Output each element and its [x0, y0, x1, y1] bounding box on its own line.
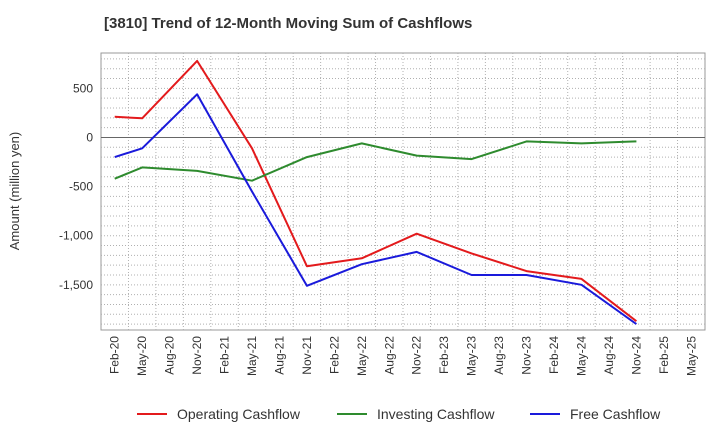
- x-tick-label: Feb-24: [547, 336, 561, 374]
- x-tick-label: Feb-20: [108, 336, 122, 374]
- x-tick-label: Nov-23: [520, 336, 534, 375]
- y-tick-label: -1,500: [59, 278, 93, 292]
- x-tick-label: Aug-20: [163, 336, 177, 375]
- series-line-investing-cashflow: [114, 140, 637, 182]
- series-line-free-cashflow: [114, 93, 637, 325]
- x-tick-label: Nov-21: [300, 336, 314, 375]
- x-tick-label: Aug-24: [602, 336, 616, 375]
- x-tick-label: Feb-22: [327, 336, 341, 374]
- series-line-operating-cashflow: [114, 59, 638, 322]
- legend-label-free-cashflow: Free Cashflow: [570, 406, 661, 422]
- y-tick-label: 500: [73, 81, 93, 95]
- x-tick-label: May-22: [355, 336, 369, 376]
- y-tick-label: 0: [86, 130, 93, 144]
- x-tick-label: Nov-20: [190, 336, 204, 375]
- y-tick-label: -500: [69, 180, 93, 194]
- legend-label-operating-cashflow: Operating Cashflow: [177, 406, 301, 422]
- legend: Operating Cashflow Investing Cashflow Free…: [137, 406, 661, 422]
- y-tick-label: -1,000: [59, 229, 93, 243]
- chart-title: [3810] Trend of 12-Month Moving Sum of C…: [104, 15, 473, 32]
- x-tick-label: Aug-21: [272, 336, 286, 375]
- x-tick-label: May-25: [684, 336, 698, 376]
- series-layer: [114, 59, 638, 325]
- x-tick-label: May-20: [135, 336, 149, 376]
- x-tick-label: Nov-22: [410, 336, 424, 375]
- x-tick-labels: Feb-20 May-20 Aug-20 Nov-20 Feb-21 May-21 Aug-…: [108, 336, 699, 376]
- y-axis-label: Amount (million yen): [7, 132, 22, 251]
- legend-label-investing-cashflow: Investing Cashflow: [377, 406, 495, 422]
- x-tick-label: Aug-22: [382, 336, 396, 375]
- x-tick-label: Aug-23: [492, 336, 506, 375]
- x-tick-label: Feb-25: [657, 336, 671, 374]
- y-tick-labels: 500 0 -500 -1,000 -1,500: [59, 81, 93, 291]
- x-tick-label: Feb-23: [437, 336, 451, 374]
- grid-layer: [101, 53, 705, 330]
- x-tick-label: Feb-21: [218, 336, 232, 374]
- x-tick-label: May-21: [245, 336, 259, 376]
- x-tick-label: May-23: [465, 336, 479, 376]
- x-tick-label: May-24: [574, 336, 588, 376]
- x-tick-label: Nov-24: [629, 336, 643, 375]
